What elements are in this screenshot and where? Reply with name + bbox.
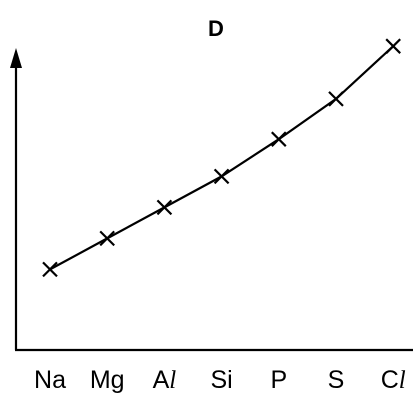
- data-point-si: [213, 168, 230, 185]
- y-axis-arrow: [10, 48, 22, 68]
- chart-title: D: [208, 16, 224, 41]
- x-tick-label-si: Si: [210, 366, 232, 394]
- data-point-p: [271, 131, 287, 147]
- x-tick-label-mg: Mg: [90, 366, 125, 394]
- x-tick-label-cl: Cl: [381, 366, 406, 394]
- data-point-cl: [385, 38, 401, 54]
- data-point-s: [328, 91, 344, 107]
- x-tick-label-na: Na: [34, 366, 66, 394]
- series-line: [49, 45, 394, 271]
- data-point-mg: [99, 230, 115, 247]
- data-point-na: [42, 261, 58, 278]
- x-tick-labels: Na Mg Al Si P S Cl: [34, 366, 406, 394]
- axes: [10, 48, 413, 352]
- series: [42, 38, 401, 278]
- x-tick-label-s: S: [328, 366, 345, 394]
- x-tick-label-al: Al: [153, 366, 177, 394]
- data-point-al: [156, 199, 173, 216]
- x-tick-label-p: P: [270, 366, 287, 394]
